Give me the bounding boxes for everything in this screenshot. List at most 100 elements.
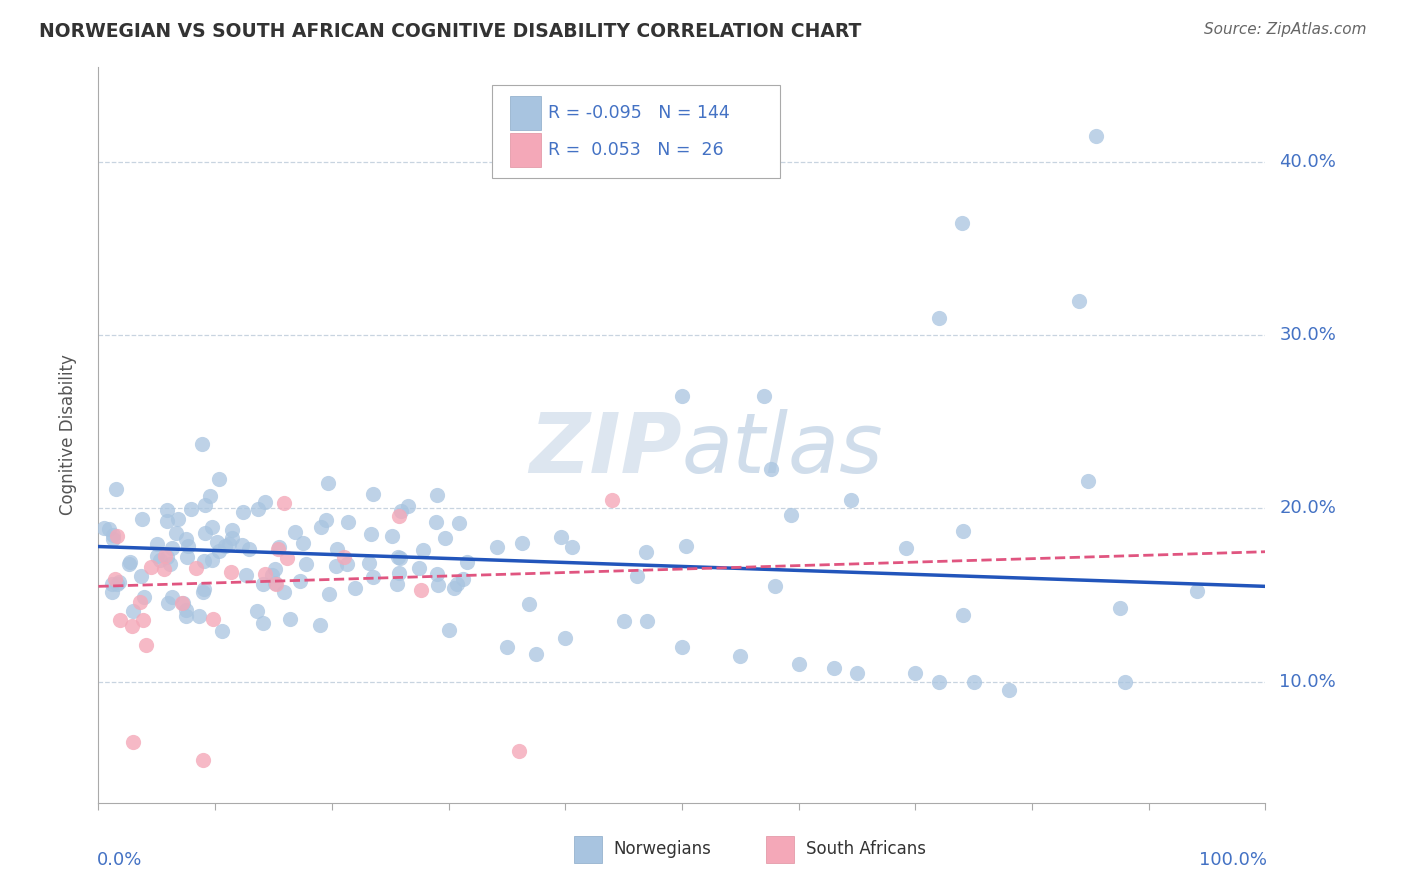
- Point: [131, 512, 153, 526]
- Point: [510, 535, 533, 549]
- Point: [101, 532, 124, 546]
- Text: 0.0%: 0.0%: [97, 851, 142, 869]
- Point: [238, 541, 260, 556]
- Point: [200, 489, 222, 503]
- Point: [496, 640, 519, 654]
- Point: [201, 519, 224, 533]
- Point: [675, 539, 697, 553]
- Point: [184, 561, 207, 575]
- Point: [159, 557, 181, 571]
- Point: [101, 585, 124, 599]
- Point: [167, 512, 190, 526]
- Point: [101, 528, 124, 542]
- Point: [93, 521, 115, 535]
- Point: [290, 574, 312, 589]
- Point: [962, 674, 984, 689]
- Point: [388, 551, 411, 566]
- Point: [165, 526, 187, 541]
- Point: [252, 576, 274, 591]
- Point: [232, 506, 254, 520]
- Point: [752, 389, 775, 403]
- Point: [554, 632, 576, 646]
- Text: atlas: atlas: [682, 409, 883, 490]
- Point: [456, 555, 478, 569]
- Point: [98, 522, 121, 536]
- Point: [787, 657, 810, 672]
- Point: [221, 523, 243, 537]
- Point: [156, 514, 179, 528]
- Point: [153, 549, 176, 564]
- Text: 30.0%: 30.0%: [1279, 326, 1336, 344]
- Point: [193, 582, 215, 596]
- Point: [894, 541, 917, 555]
- Point: [550, 530, 572, 544]
- Point: [246, 604, 269, 618]
- Point: [997, 683, 1019, 698]
- Point: [613, 614, 636, 628]
- Point: [952, 524, 974, 538]
- Point: [221, 531, 243, 545]
- Point: [254, 567, 277, 582]
- Point: [1108, 600, 1130, 615]
- Point: [170, 596, 193, 610]
- Point: [201, 612, 224, 626]
- Point: [388, 508, 411, 523]
- Point: [425, 515, 447, 529]
- Point: [174, 603, 197, 617]
- Point: [263, 576, 285, 591]
- Point: [409, 582, 432, 597]
- Point: [361, 486, 384, 500]
- Point: [267, 541, 290, 555]
- Point: [326, 542, 349, 557]
- Point: [211, 624, 233, 638]
- Text: NORWEGIAN VS SOUTH AFRICAN COGNITIVE DISABILITY CORRELATION CHART: NORWEGIAN VS SOUTH AFRICAN COGNITIVE DIS…: [39, 22, 862, 41]
- Point: [207, 544, 229, 558]
- Point: [193, 584, 215, 599]
- Point: [561, 540, 583, 554]
- Point: [262, 567, 284, 582]
- Point: [254, 495, 277, 509]
- Point: [309, 520, 332, 534]
- Point: [121, 604, 143, 618]
- Point: [360, 526, 382, 541]
- Point: [389, 504, 412, 518]
- Point: [276, 550, 298, 565]
- Point: [104, 572, 127, 586]
- Point: [176, 609, 198, 624]
- Point: [153, 562, 176, 576]
- Point: [191, 437, 214, 451]
- Point: [357, 556, 380, 570]
- Point: [193, 554, 215, 568]
- Point: [160, 541, 183, 556]
- Point: [952, 607, 974, 622]
- Point: [447, 516, 470, 530]
- Point: [122, 735, 145, 749]
- Point: [1085, 129, 1108, 144]
- Point: [600, 492, 623, 507]
- Point: [671, 640, 693, 654]
- Point: [451, 572, 474, 586]
- Point: [160, 590, 183, 604]
- Point: [524, 647, 547, 661]
- Point: [671, 389, 693, 403]
- Point: [129, 594, 152, 608]
- Point: [337, 515, 360, 529]
- Point: [412, 542, 434, 557]
- Text: South Africans: South Africans: [806, 840, 925, 858]
- Text: 10.0%: 10.0%: [1279, 673, 1336, 690]
- Y-axis label: Cognitive Disability: Cognitive Disability: [59, 354, 77, 516]
- Point: [273, 496, 295, 510]
- Point: [105, 577, 128, 591]
- Point: [108, 574, 131, 589]
- Text: 40.0%: 40.0%: [1279, 153, 1336, 171]
- Point: [101, 577, 124, 591]
- Point: [135, 638, 157, 652]
- Point: [218, 537, 240, 551]
- Point: [208, 472, 231, 486]
- Point: [336, 558, 359, 572]
- Point: [309, 618, 332, 632]
- Point: [146, 549, 169, 563]
- Point: [235, 568, 257, 582]
- Point: [146, 537, 169, 551]
- Point: [148, 552, 170, 566]
